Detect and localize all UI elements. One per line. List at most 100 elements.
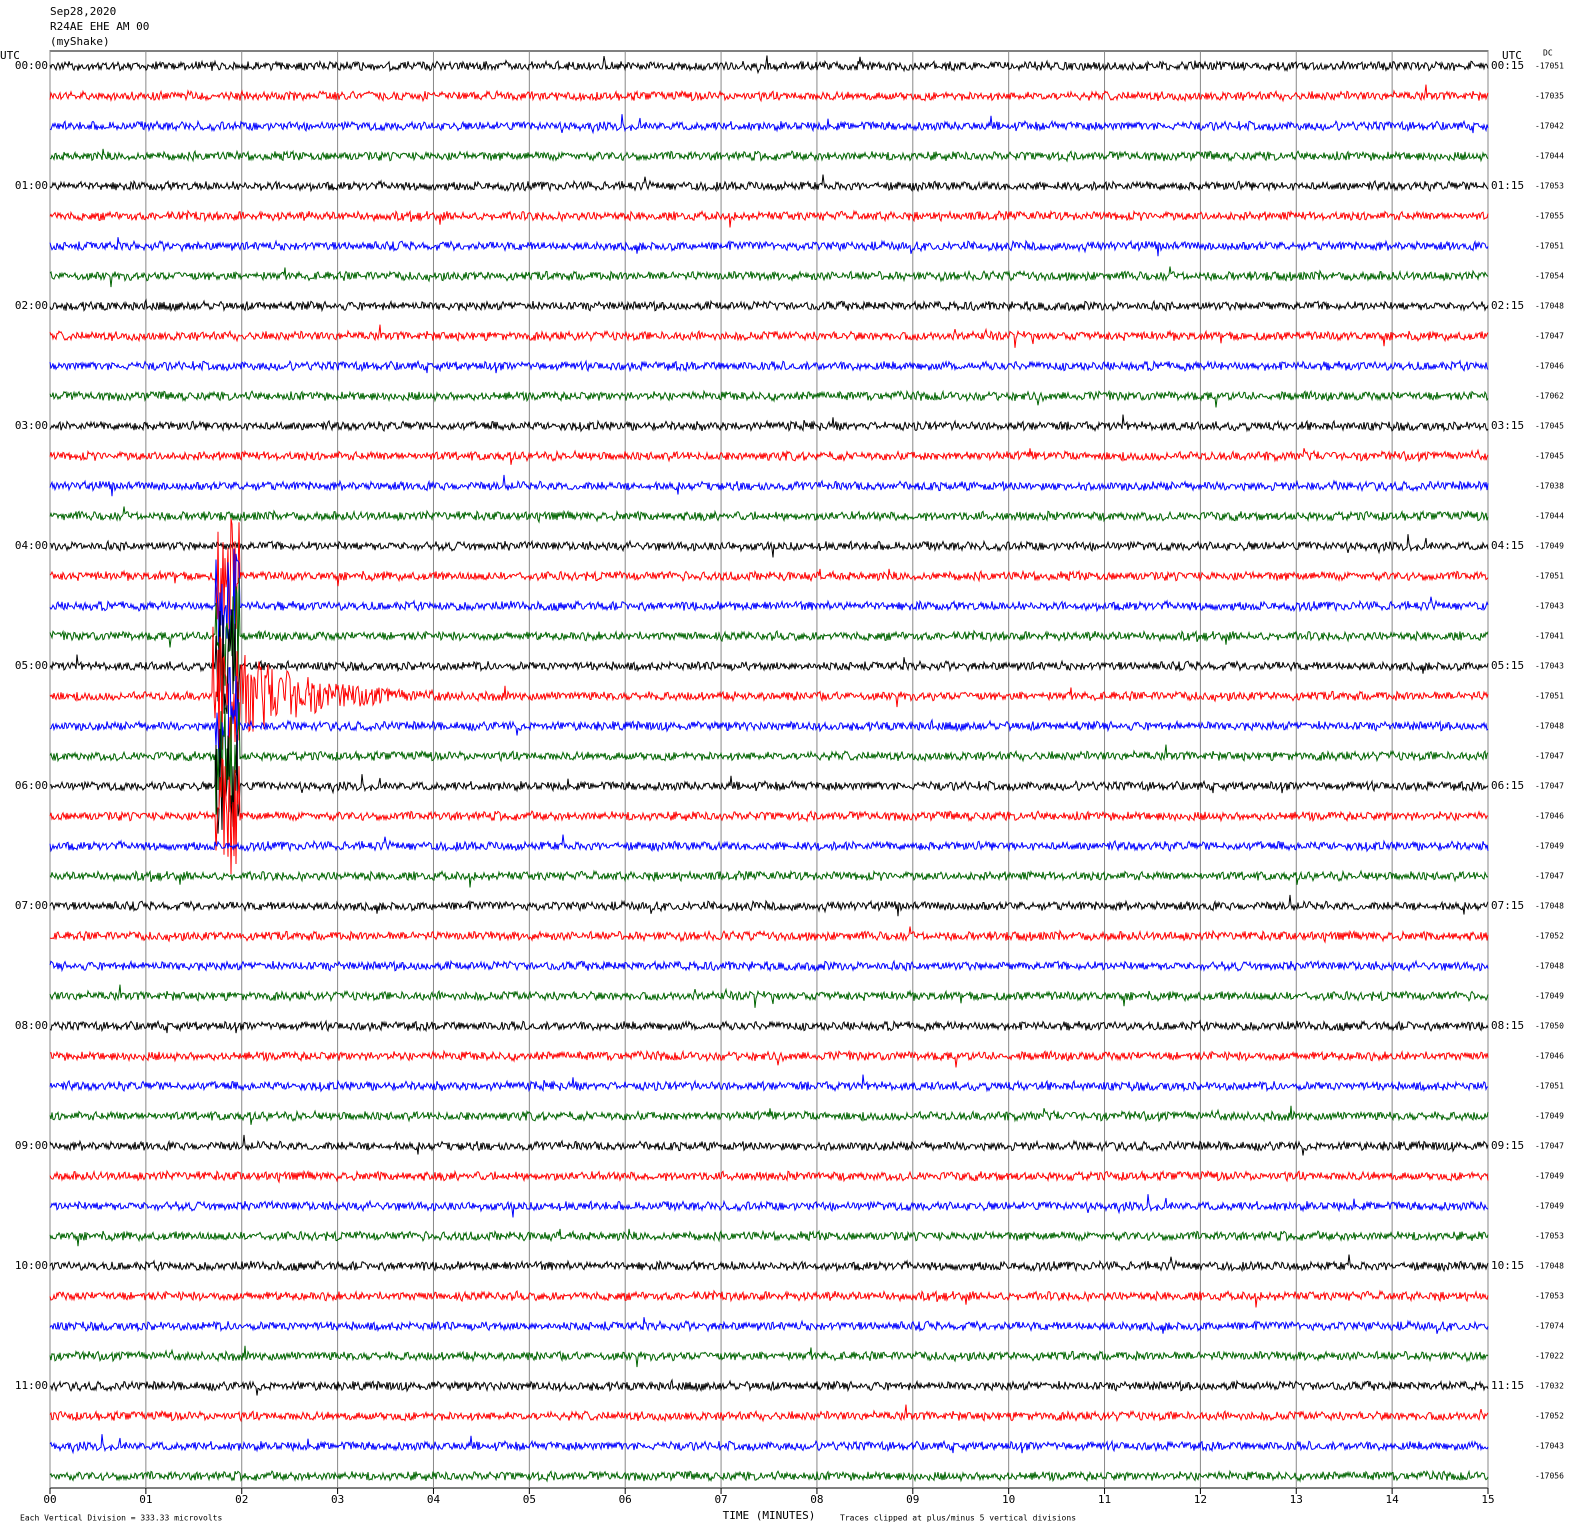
x-tick-label: 15 (1481, 1493, 1494, 1506)
dc-value: -17022 (1535, 1352, 1564, 1361)
dc-value: -17047 (1535, 752, 1564, 761)
trace (49, 702, 1489, 815)
row-end-label: 06:15 (1491, 779, 1524, 792)
row-time-label: 01:00 (15, 179, 48, 192)
header-source: (myShake) (50, 35, 110, 48)
dc-value: -17049 (1535, 992, 1564, 1001)
trace (49, 757, 1489, 875)
x-tick-label: 13 (1290, 1493, 1303, 1506)
right-axis-title: UTC (1502, 49, 1522, 62)
trace (49, 55, 1489, 75)
row-end-label: 09:15 (1491, 1139, 1524, 1152)
row-time-label: 03:00 (15, 419, 48, 432)
x-tick-label: 00 (43, 1493, 56, 1506)
x-tick-label: 06 (619, 1493, 632, 1506)
dc-value: -17043 (1535, 662, 1564, 671)
dc-title: DC (1543, 49, 1553, 58)
row-time-label: 00:00 (15, 59, 48, 72)
row-time-label: 10:00 (15, 1259, 48, 1272)
trace (49, 209, 1489, 228)
row-end-label: 08:15 (1491, 1019, 1524, 1032)
trace (49, 389, 1489, 408)
row-time-label: 09:00 (15, 1139, 48, 1152)
x-tick-label: 01 (139, 1493, 152, 1506)
dc-value: -17051 (1535, 692, 1564, 701)
trace (49, 1019, 1489, 1034)
dc-value: -17052 (1535, 1412, 1564, 1421)
x-tick-label: 03 (331, 1493, 344, 1506)
trace (49, 1345, 1489, 1368)
trace (49, 1105, 1489, 1125)
row-time-label: 11:00 (15, 1379, 48, 1392)
trace (49, 1289, 1489, 1308)
trace (49, 834, 1489, 853)
dc-value: -17047 (1535, 872, 1564, 881)
row-time-label: 07:00 (15, 899, 48, 912)
trace (49, 1194, 1489, 1218)
trace (49, 506, 1489, 524)
trace (49, 1469, 1489, 1483)
trace (49, 1134, 1489, 1156)
dc-value: -17046 (1535, 362, 1564, 371)
row-end-label: 00:15 (1491, 59, 1524, 72)
dc-value: -17047 (1535, 332, 1564, 341)
dc-value: -17051 (1535, 62, 1564, 71)
dc-value: -17049 (1535, 1172, 1564, 1181)
x-tick-label: 02 (235, 1493, 248, 1506)
trace (49, 1404, 1489, 1423)
dc-value: -17053 (1535, 182, 1564, 191)
x-axis-label: TIME (MINUTES) (723, 1509, 816, 1522)
row-time-label: 06:00 (15, 779, 48, 792)
row-end-label: 01:15 (1491, 179, 1524, 192)
trace (49, 414, 1489, 433)
trace (49, 1074, 1489, 1093)
trace (49, 174, 1489, 193)
row-end-label: 04:15 (1491, 539, 1524, 552)
dc-value: -17056 (1535, 1472, 1564, 1481)
dc-value: -17046 (1535, 1052, 1564, 1061)
trace (49, 324, 1489, 348)
trace (49, 577, 1489, 686)
dc-value: -17055 (1535, 212, 1564, 221)
dc-value: -17054 (1535, 272, 1564, 281)
row-end-label: 10:15 (1491, 1259, 1524, 1272)
dc-value: -17051 (1535, 242, 1564, 251)
plot-frame (49, 50, 1489, 1489)
dc-value: -17048 (1535, 1262, 1564, 1271)
trace (49, 534, 1489, 558)
x-tick-label: 07 (714, 1493, 727, 1506)
row-end-label: 07:15 (1491, 899, 1524, 912)
dc-value: -17048 (1535, 962, 1564, 971)
trace (49, 959, 1489, 973)
dc-value: -17047 (1535, 1142, 1564, 1151)
x-tick-label: 10 (1002, 1493, 1015, 1506)
x-tick-label: 12 (1194, 1493, 1207, 1506)
dc-value: -17046 (1535, 812, 1564, 821)
dc-value: -17049 (1535, 1112, 1564, 1121)
footer-clip: Traces clipped at plus/minus 5 vertical … (840, 1514, 1076, 1523)
trace (49, 148, 1489, 163)
dc-value: -17049 (1535, 842, 1564, 851)
trace (49, 266, 1489, 288)
dc-value: -17048 (1535, 722, 1564, 731)
trace (49, 1228, 1489, 1247)
dc-value: -17049 (1535, 542, 1564, 551)
trace (49, 626, 1489, 753)
trace (49, 1169, 1489, 1184)
dc-value: -17045 (1535, 452, 1564, 461)
trace (49, 728, 1489, 841)
dc-value: -17052 (1535, 932, 1564, 941)
trace (49, 518, 1489, 630)
row-time-label: 08:00 (15, 1019, 48, 1032)
row-time-label: 04:00 (15, 539, 48, 552)
trace (49, 1434, 1489, 1455)
row-end-label: 02:15 (1491, 299, 1524, 312)
x-tick-label: 08 (810, 1493, 823, 1506)
dc-value: -17045 (1535, 422, 1564, 431)
x-tick-label: 05 (523, 1493, 536, 1506)
dc-value: -17047 (1535, 782, 1564, 791)
dc-value: -17032 (1535, 1382, 1564, 1391)
dc-value: -17053 (1535, 1292, 1564, 1301)
trace (49, 474, 1489, 497)
